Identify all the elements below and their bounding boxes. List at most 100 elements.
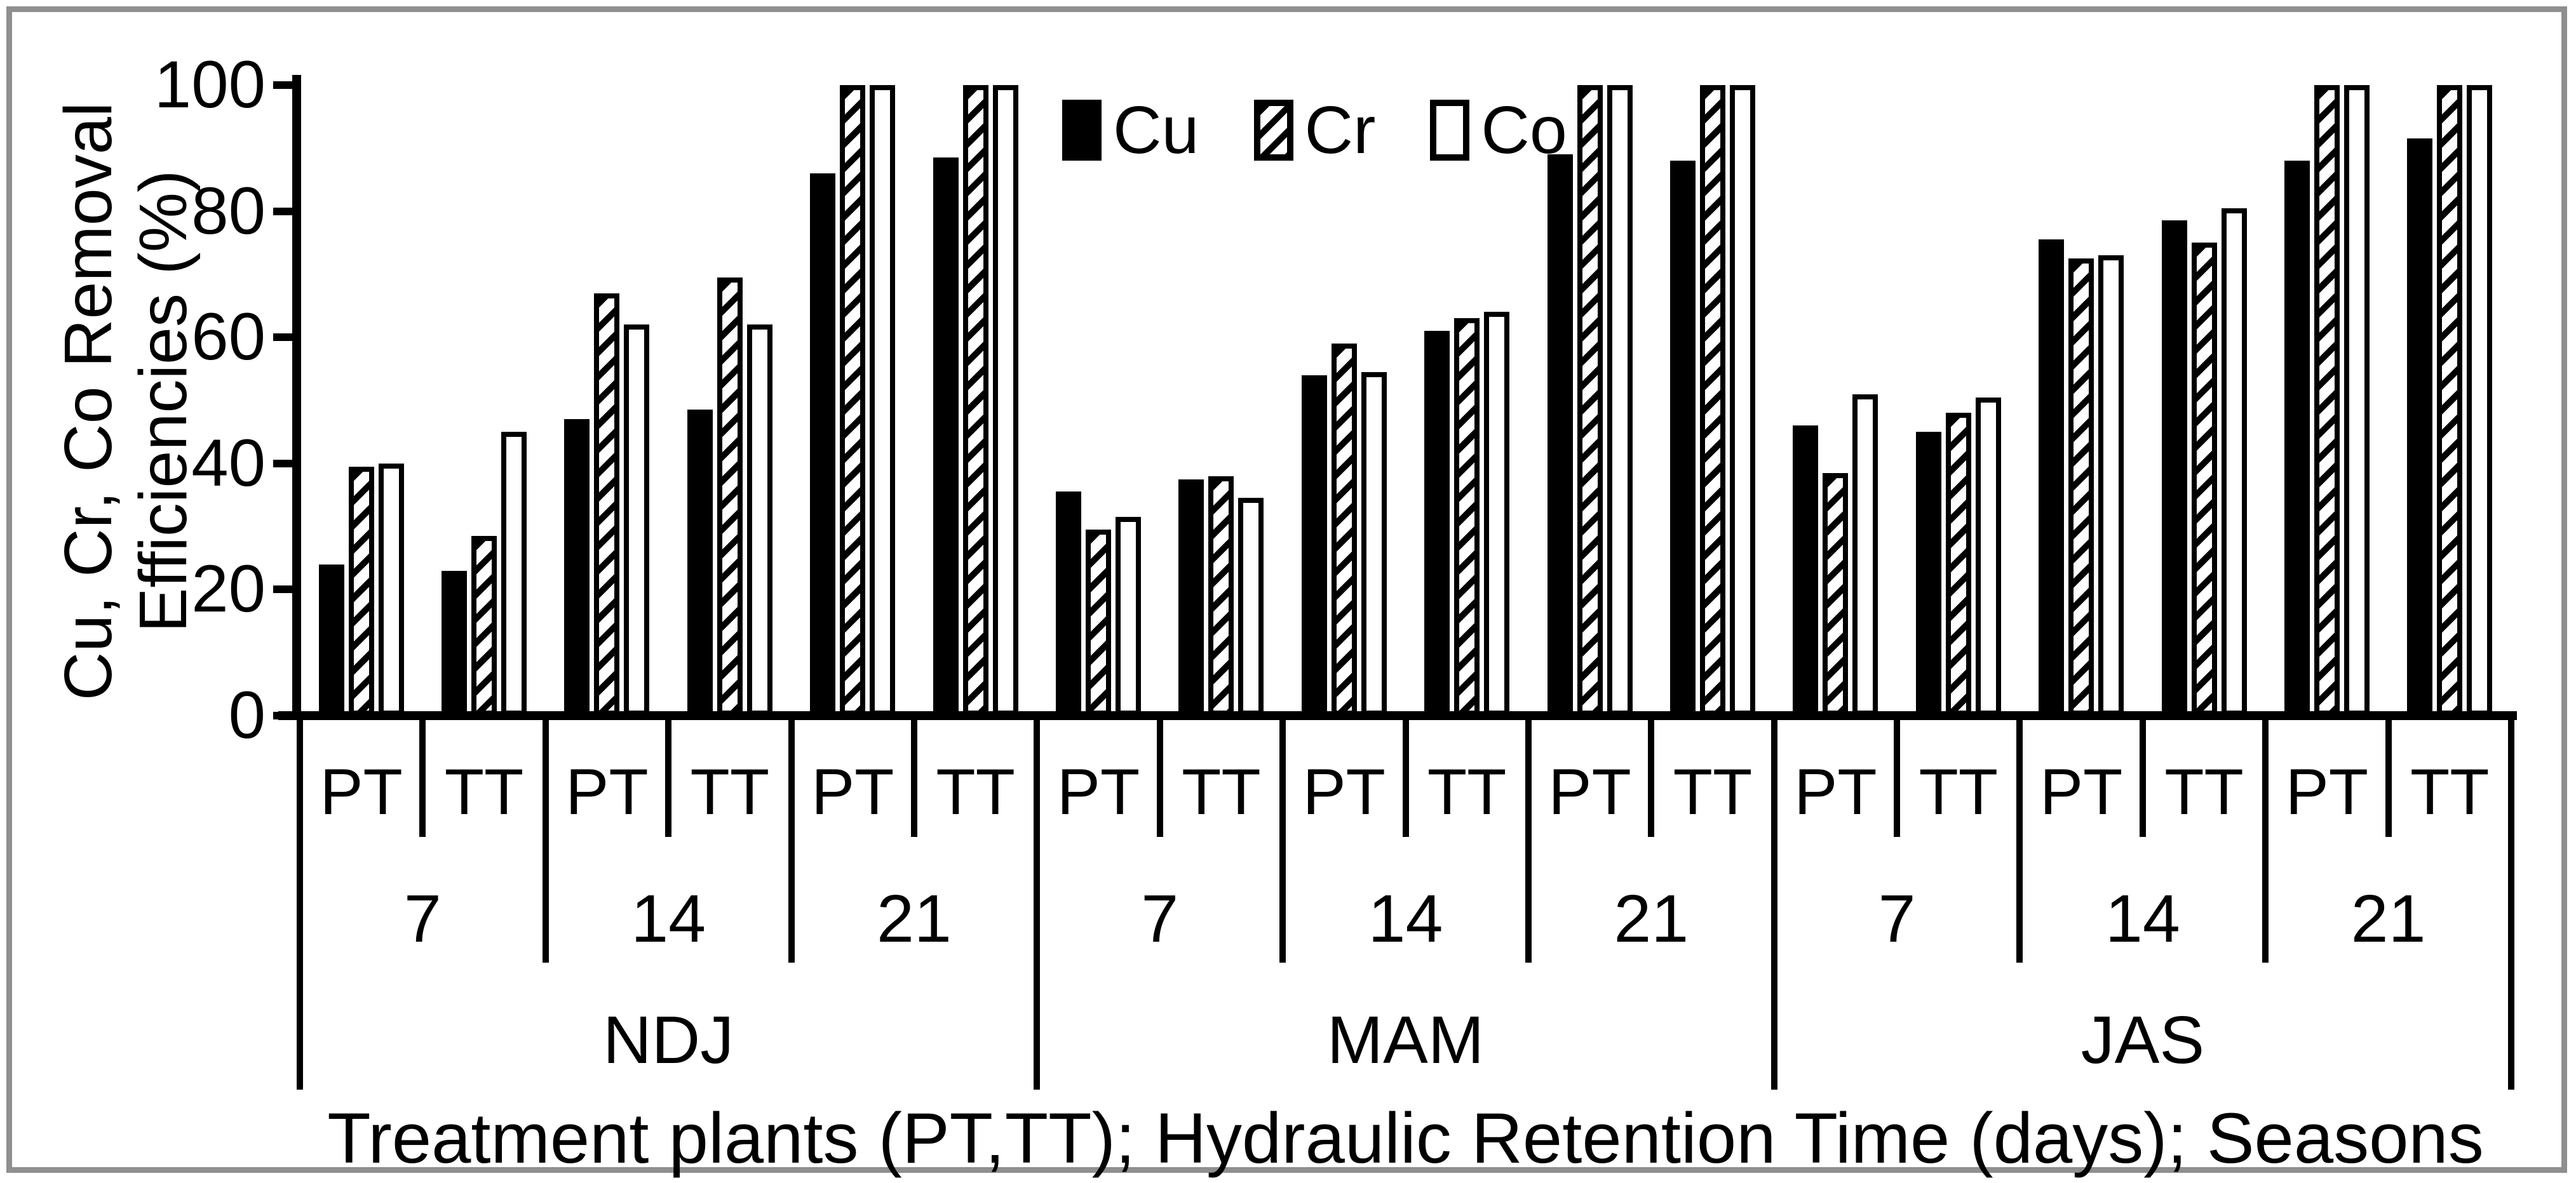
- legend-swatch-cu-icon: [1062, 100, 1102, 161]
- y-tick-mark: [273, 207, 293, 215]
- bar-cu-NDJ-14-TT: [687, 410, 713, 716]
- y-tick-label: 0: [228, 678, 266, 752]
- bar-cr-JAS-7-TT: [1945, 413, 1971, 716]
- plant-label: PT: [2285, 756, 2369, 828]
- bar-cu-MAM-7-PT: [1056, 491, 1082, 716]
- y-tick-mark: [273, 81, 293, 89]
- bar-cr-MAM-21-TT: [1699, 85, 1725, 716]
- bar-co-MAM-7-TT: [1238, 498, 1264, 716]
- plant-label: TT: [2164, 756, 2244, 828]
- bar-cr-JAS-14-PT: [2068, 258, 2094, 716]
- bar-cr-NDJ-7-PT: [348, 466, 374, 716]
- figure-frame: [6, 6, 2567, 1173]
- legend-label-co: Co: [1481, 93, 1567, 168]
- plant-label: PT: [1794, 756, 1877, 828]
- bar-cr-MAM-14-PT: [1331, 344, 1357, 716]
- bar-co-JAS-14-PT: [2098, 255, 2124, 716]
- x-axis-day-separator: [542, 711, 549, 963]
- y-tick-label: 100: [154, 48, 266, 122]
- bar-cr-MAM-7-PT: [1086, 530, 1112, 716]
- bar-cu-JAS-14-TT: [2161, 220, 2187, 716]
- legend-item-cr: Cr: [1253, 93, 1376, 168]
- bar-cr-JAS-14-TT: [2191, 243, 2217, 716]
- plant-label: TT: [936, 756, 1015, 828]
- x-axis-season-separator: [2508, 711, 2515, 1090]
- bar-cu-MAM-21-TT: [1669, 161, 1696, 716]
- x-axis-plant-separator: [2139, 711, 2146, 837]
- bar-cr-MAM-14-TT: [1454, 318, 1480, 716]
- season-label: MAM: [1326, 1003, 1485, 1078]
- legend-swatch-co-icon: [1430, 100, 1470, 161]
- bar-co-JAS-21-PT: [2343, 85, 2370, 716]
- bar-co-MAM-7-PT: [1116, 517, 1142, 716]
- bar-co-NDJ-7-TT: [501, 432, 527, 716]
- hrt-day-label: 21: [876, 881, 952, 956]
- legend-swatch-cr-icon: [1253, 100, 1293, 161]
- x-axis-title: Treatment plants (PT,TT); Hydraulic Rete…: [327, 1099, 2484, 1178]
- bar-cr-JAS-7-PT: [1823, 472, 1849, 716]
- x-axis-day-separator: [2262, 711, 2269, 963]
- bar-co-NDJ-21-TT: [992, 85, 1018, 716]
- hrt-day-label: 7: [1878, 881, 1916, 956]
- bar-co-NDJ-21-PT: [870, 85, 896, 716]
- plant-label: TT: [1673, 756, 1753, 828]
- x-axis-plant-separator: [1402, 711, 1409, 837]
- bar-cr-NDJ-14-PT: [594, 293, 620, 716]
- plant-label: PT: [1302, 756, 1386, 828]
- hrt-day-label: 14: [631, 881, 706, 956]
- season-label: JAS: [2080, 1003, 2205, 1078]
- y-tick-mark: [273, 585, 293, 594]
- x-axis-plant-separator: [2385, 711, 2392, 837]
- x-axis-day-separator: [2016, 711, 2023, 963]
- x-axis-plant-separator: [1156, 711, 1163, 837]
- bar-cu-NDJ-7-TT: [442, 570, 468, 716]
- hrt-day-label: 21: [1614, 881, 1689, 956]
- bar-cr-NDJ-7-TT: [471, 535, 497, 716]
- bar-co-NDJ-14-TT: [746, 324, 772, 716]
- x-axis-plant-separator: [419, 711, 426, 837]
- bar-co-JAS-14-TT: [2221, 208, 2247, 716]
- hrt-day-label: 21: [2350, 881, 2426, 956]
- hrt-day-label: 14: [1368, 881, 1443, 956]
- bar-cu-MAM-14-PT: [1301, 375, 1327, 716]
- x-axis-day-separator: [788, 711, 795, 963]
- bar-cu-MAM-14-TT: [1424, 331, 1450, 716]
- bar-co-JAS-21-TT: [2467, 85, 2493, 716]
- y-tick-label: 60: [191, 300, 266, 375]
- bar-co-NDJ-14-PT: [624, 324, 650, 716]
- bar-co-MAM-21-TT: [1729, 85, 1755, 716]
- x-axis-plant-separator: [1648, 711, 1655, 837]
- plant-label: TT: [1182, 756, 1261, 828]
- bar-co-MAM-21-PT: [1607, 85, 1633, 716]
- y-tick-mark: [273, 712, 293, 719]
- plant-label: PT: [2039, 756, 2123, 828]
- bar-cr-JAS-21-TT: [2437, 85, 2463, 716]
- x-axis-day-separator: [1279, 711, 1286, 963]
- bar-cu-JAS-21-TT: [2407, 138, 2433, 716]
- plant-label: PT: [1056, 756, 1140, 828]
- legend-label-cu: Cu: [1113, 93, 1199, 168]
- bar-cr-JAS-21-PT: [2314, 85, 2340, 716]
- bar-cu-NDJ-14-PT: [564, 419, 590, 716]
- x-axis-day-separator: [1525, 711, 1532, 963]
- bar-cu-JAS-21-PT: [2284, 161, 2310, 716]
- bar-cu-NDJ-21-TT: [933, 157, 959, 716]
- season-label: NDJ: [603, 1003, 734, 1078]
- y-axis-line: [292, 75, 301, 720]
- plant-label: PT: [320, 756, 403, 828]
- bar-cr-NDJ-21-TT: [962, 85, 988, 716]
- x-axis-season-separator: [1034, 711, 1041, 1090]
- plant-label: PT: [1548, 756, 1631, 828]
- y-tick-mark: [273, 459, 293, 467]
- legend-item-co: Co: [1430, 97, 1567, 164]
- legend-label-cr: Cr: [1304, 93, 1376, 168]
- hrt-day-label: 14: [2105, 881, 2180, 956]
- x-axis-plant-separator: [665, 711, 672, 837]
- bar-cu-JAS-7-TT: [1915, 432, 1941, 716]
- bar-cr-MAM-21-PT: [1577, 85, 1603, 716]
- plant-label: PT: [811, 756, 894, 828]
- y-tick-label: 80: [191, 173, 266, 248]
- bar-cu-NDJ-21-PT: [810, 173, 836, 716]
- bar-co-MAM-14-TT: [1484, 312, 1510, 716]
